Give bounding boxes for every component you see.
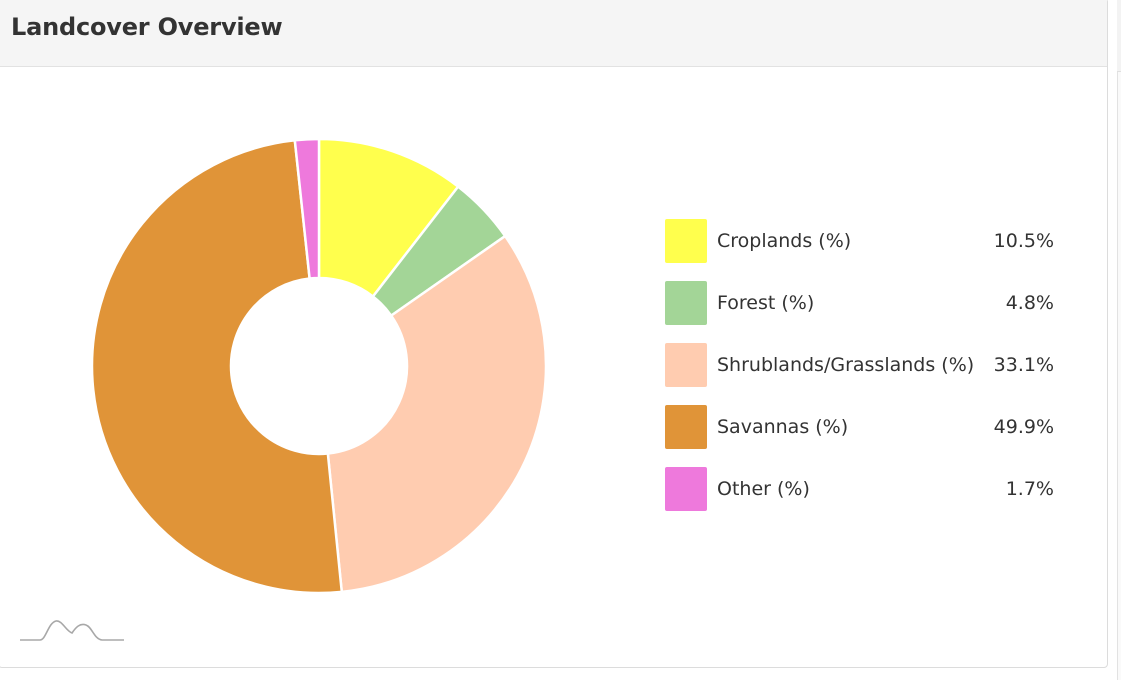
legend-item-other[interactable]: Other (%) 1.7% bbox=[665, 467, 1060, 511]
legend-label: Croplands (%) bbox=[717, 230, 852, 252]
legend-item-savannas[interactable]: Savannas (%) 49.9% bbox=[665, 405, 1060, 449]
legend-item-forest[interactable]: Forest (%) 4.8% bbox=[665, 281, 1060, 325]
adjacent-panel-header-edge bbox=[1117, 0, 1121, 72]
adjacent-panel-edge bbox=[1117, 0, 1121, 680]
panel-title: Landcover Overview bbox=[11, 13, 283, 41]
slice-shrublands-grasslands[interactable] bbox=[326, 234, 548, 594]
legend-label: Forest (%) bbox=[717, 292, 815, 314]
legend-value: 10.5% bbox=[993, 230, 1054, 252]
legend-label: Other (%) bbox=[717, 478, 810, 500]
legend-item-shrublands-grasslands[interactable]: Shrublands/Grasslands (%) 33.1% bbox=[665, 343, 1060, 387]
legend-value: 1.7% bbox=[1005, 478, 1054, 500]
legend-swatch bbox=[665, 467, 707, 511]
legend-swatch bbox=[665, 405, 707, 449]
legend-label: Shrublands/Grasslands (%) bbox=[717, 354, 975, 376]
legend-value: 4.8% bbox=[1005, 292, 1054, 314]
slice-savannas[interactable] bbox=[90, 138, 344, 595]
mountain-logo-icon bbox=[20, 620, 124, 641]
legend-swatch bbox=[665, 343, 707, 387]
legend-label: Savannas (%) bbox=[717, 416, 849, 438]
legend-swatch bbox=[665, 219, 707, 263]
slice-other[interactable] bbox=[293, 137, 321, 280]
panel-header: Landcover Overview bbox=[0, 0, 1107, 67]
legend-value: 49.9% bbox=[993, 416, 1054, 438]
legend-swatch bbox=[665, 281, 707, 325]
legend-item-croplands[interactable]: Croplands (%) 10.5% bbox=[665, 219, 1060, 263]
legend-value: 33.1% bbox=[993, 354, 1054, 376]
